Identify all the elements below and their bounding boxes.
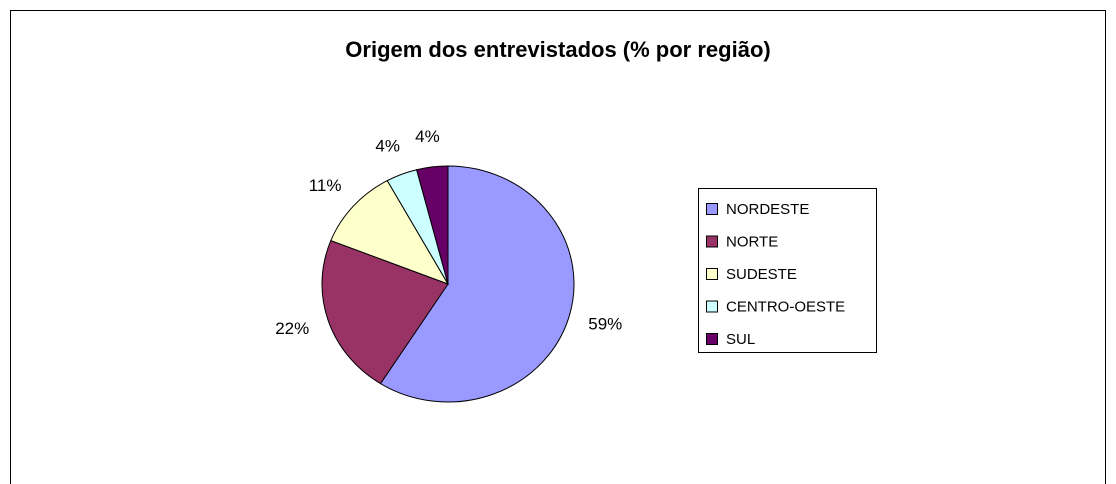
legend-label: NORTE [726,233,778,250]
legend-box [698,188,877,353]
legend-label: NORDESTE [726,201,809,218]
data-label: 11% [309,176,342,195]
chart-title: Origem dos entrevistados (% por região) [345,37,770,62]
legend-swatch [706,268,718,280]
pie-slice [416,165,449,285]
data-label: 59% [588,315,622,334]
legend-label: SUDESTE [726,266,797,283]
data-label: 4% [415,127,440,146]
legend-swatch [706,333,718,345]
data-label: 22% [275,319,309,338]
legend-swatch [706,203,718,215]
legend-label: CENTRO-OESTE [726,298,845,315]
legend-label: SUL [726,331,755,348]
legend-swatch [706,235,718,248]
pie-slice [321,239,449,385]
data-label: 4% [375,136,400,155]
pie-slice [330,179,450,285]
legend-swatch [706,300,718,313]
pie-slice [379,165,575,403]
